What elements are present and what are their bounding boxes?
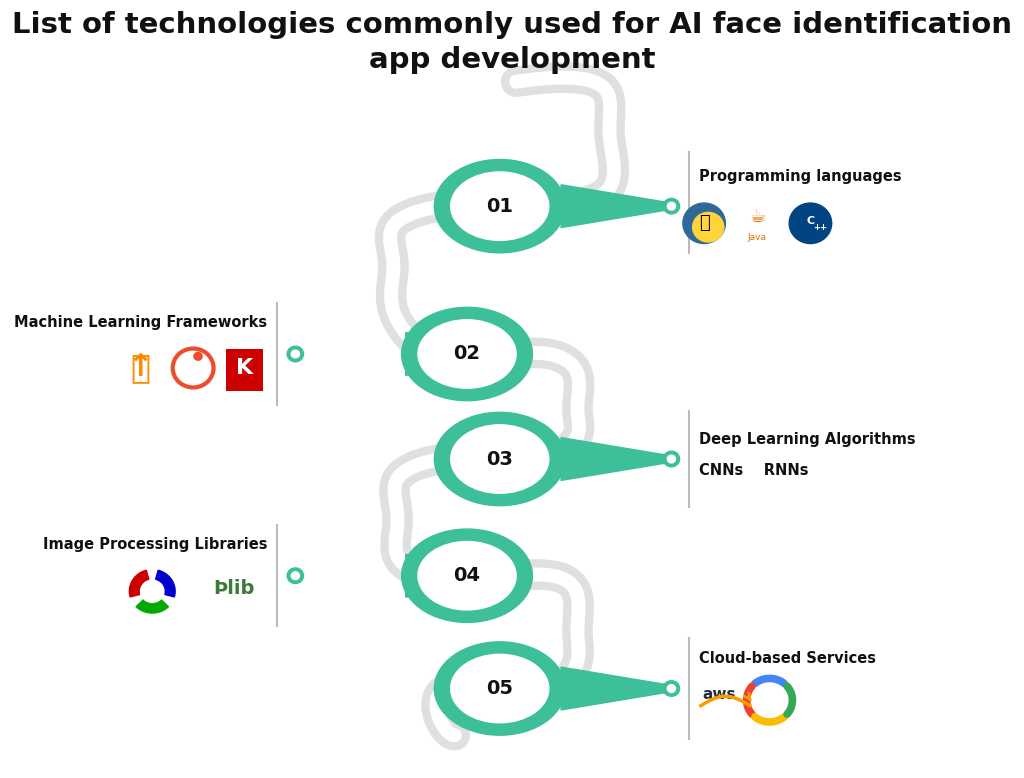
Polygon shape xyxy=(561,185,672,227)
Text: K: K xyxy=(237,358,253,378)
Text: 05: 05 xyxy=(486,679,513,698)
Circle shape xyxy=(668,685,676,692)
Text: Programming languages: Programming languages xyxy=(699,169,902,184)
Circle shape xyxy=(664,451,680,467)
Text: 🐍: 🐍 xyxy=(698,214,710,233)
Ellipse shape xyxy=(401,307,532,401)
Ellipse shape xyxy=(418,541,516,610)
Ellipse shape xyxy=(401,529,532,622)
Text: Þlib: Þlib xyxy=(214,579,255,598)
Text: Image Processing Libraries: Image Processing Libraries xyxy=(43,537,267,552)
Text: List of technologies commonly used for AI face identification
app development: List of technologies commonly used for A… xyxy=(12,12,1012,74)
Text: CNNs    RNNs: CNNs RNNs xyxy=(699,463,809,478)
Polygon shape xyxy=(136,600,168,613)
Ellipse shape xyxy=(451,425,549,493)
Text: 01: 01 xyxy=(486,197,513,216)
Ellipse shape xyxy=(434,159,565,253)
Circle shape xyxy=(668,455,676,463)
Text: C: C xyxy=(806,216,814,226)
Ellipse shape xyxy=(434,642,565,735)
Text: 𝐓: 𝐓 xyxy=(130,352,150,384)
Text: Machine Learning Frameworks: Machine Learning Frameworks xyxy=(14,315,267,331)
Text: ☕: ☕ xyxy=(750,208,765,226)
Polygon shape xyxy=(129,570,148,597)
Ellipse shape xyxy=(434,412,565,506)
Polygon shape xyxy=(156,570,175,597)
Circle shape xyxy=(664,681,680,696)
Polygon shape xyxy=(406,333,516,375)
Circle shape xyxy=(291,572,299,580)
Circle shape xyxy=(194,352,202,360)
Text: 02: 02 xyxy=(454,345,480,363)
Circle shape xyxy=(291,350,299,358)
Text: aws: aws xyxy=(702,687,736,703)
Text: Cloud-based Services: Cloud-based Services xyxy=(699,651,877,667)
Text: 04: 04 xyxy=(454,566,480,585)
Circle shape xyxy=(683,203,725,244)
Text: ++: ++ xyxy=(813,223,827,232)
Text: 03: 03 xyxy=(486,450,513,468)
Circle shape xyxy=(668,202,676,210)
Circle shape xyxy=(664,198,680,214)
Circle shape xyxy=(287,346,303,362)
Ellipse shape xyxy=(451,172,549,240)
Polygon shape xyxy=(406,554,516,598)
Ellipse shape xyxy=(451,654,549,723)
Circle shape xyxy=(790,203,831,244)
Text: Java: Java xyxy=(748,233,767,242)
Text: ↑: ↑ xyxy=(127,353,153,383)
Circle shape xyxy=(692,212,724,242)
Text: Deep Learning Algorithms: Deep Learning Algorithms xyxy=(699,432,915,447)
Polygon shape xyxy=(561,437,672,481)
FancyBboxPatch shape xyxy=(226,349,263,391)
Polygon shape xyxy=(561,668,672,710)
Circle shape xyxy=(287,568,303,584)
Ellipse shape xyxy=(418,320,516,388)
